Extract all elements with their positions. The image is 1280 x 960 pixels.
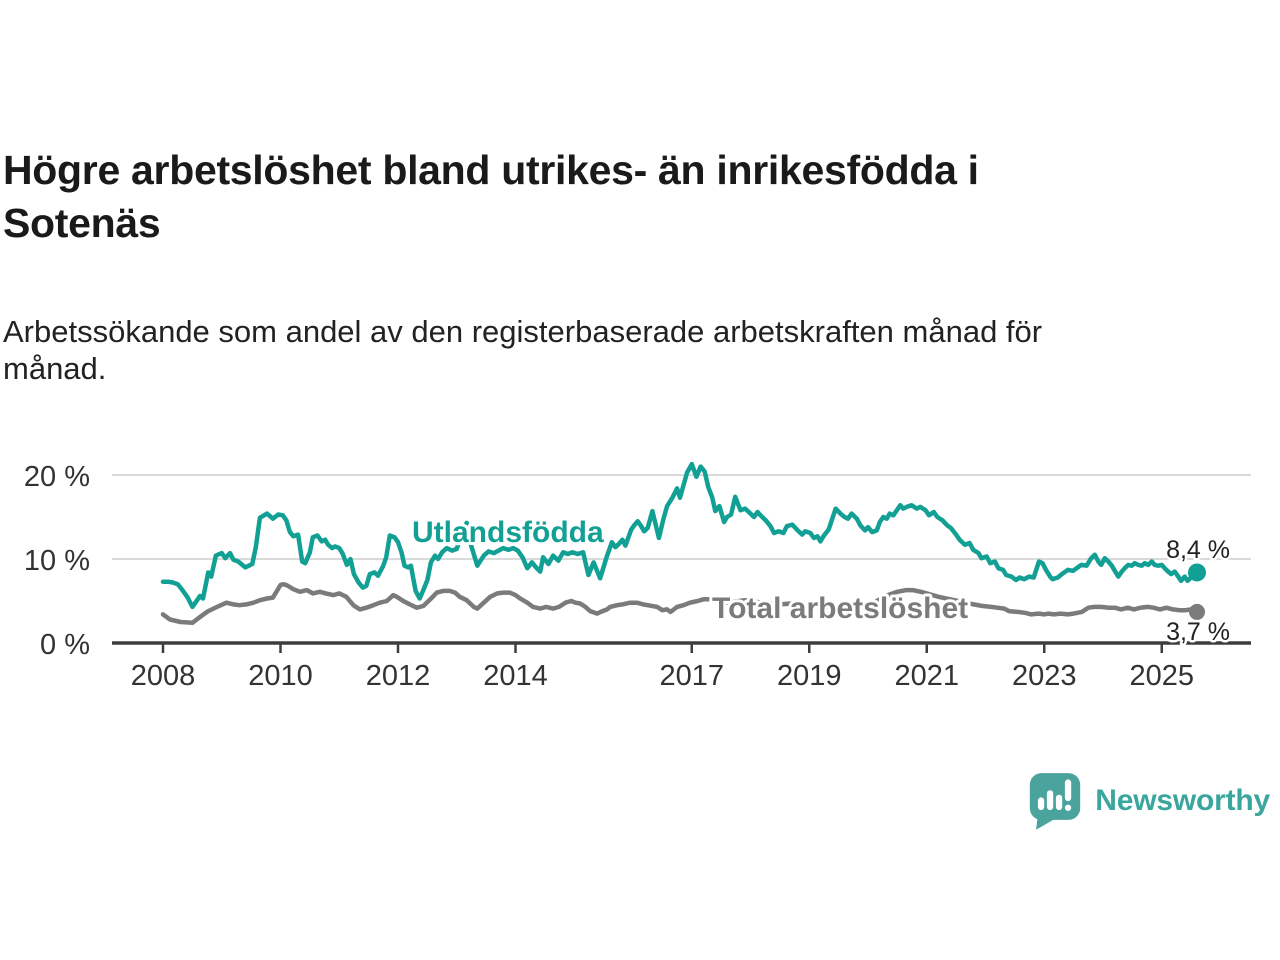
x-tick-label-2017: 2017: [659, 660, 724, 692]
page-title: Högre arbetslöshet bland utrikes- än inr…: [3, 147, 979, 246]
series-end-dot-utlandsfodda: [1188, 563, 1206, 582]
y-tick-label-10: 10 %: [24, 545, 90, 577]
series-end-dot-total: [1189, 603, 1205, 620]
x-tick-label-2010: 2010: [248, 660, 313, 692]
x-tick-label-2021: 2021: [894, 660, 959, 692]
series-line-total: [160, 581, 1200, 626]
series-end-value-total: 3,7 %: [1166, 618, 1230, 646]
newsworthy-logo-text: Newsworthy: [1095, 784, 1270, 817]
x-tick-label-2014: 2014: [483, 660, 548, 692]
series-label-utlandsfodda: Utlandsfödda: [412, 516, 604, 549]
series-label-total: Total arbetslöshet: [712, 592, 968, 625]
series-end-value-utlandsfodda: 8,4 %: [1166, 536, 1230, 564]
y-tick-label-0: 0 %: [40, 629, 90, 661]
chart-subtitle: Arbetssökande som andel av den registerb…: [3, 314, 1043, 386]
newsworthy-brand: Newsworthy: [1028, 771, 1270, 831]
x-tick-label-2012: 2012: [366, 660, 431, 692]
x-tick-label-2023: 2023: [1012, 660, 1077, 692]
x-tick-label-2019: 2019: [777, 660, 842, 692]
x-tick-label-2008: 2008: [131, 660, 196, 692]
series-line-utlandsfodda: [160, 461, 1200, 610]
x-tick-label-2025: 2025: [1129, 660, 1194, 692]
line-chart: 2008 2010 2012 2014 2017 2019 2021 2023 2025 0 % 1…: [24, 461, 1251, 692]
y-tick-label-20: 20 %: [24, 461, 90, 493]
bar-chart-speech-bubble-icon: [1030, 773, 1081, 830]
